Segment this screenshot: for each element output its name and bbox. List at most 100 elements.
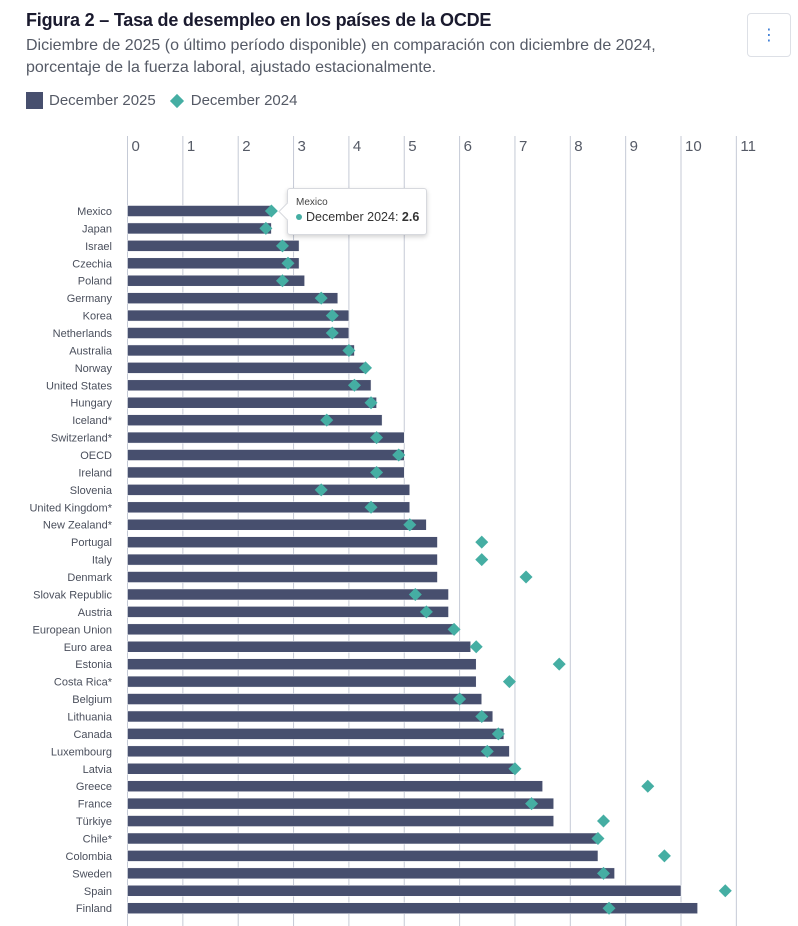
bar-december-2025[interactable] (127, 850, 599, 862)
bar-december-2025[interactable] (127, 641, 471, 653)
bar-december-2025[interactable] (127, 240, 300, 252)
marker-december-2024[interactable] (641, 779, 655, 793)
bar-december-2025[interactable] (127, 274, 305, 287)
bar-december-2025[interactable] (127, 658, 477, 670)
marker-december-2024[interactable] (281, 256, 295, 270)
bar-december-2025[interactable] (127, 484, 411, 496)
bar-december-2025[interactable] (127, 431, 405, 444)
category-label: Mexico (77, 206, 112, 218)
marker-december-2024[interactable] (347, 378, 361, 392)
bar-december-2025[interactable] (127, 414, 383, 426)
marker-december-2024[interactable] (275, 239, 289, 253)
marker-december-2024[interactable] (508, 762, 522, 776)
bar-december-2025[interactable] (127, 710, 494, 723)
marker-december-2024[interactable] (370, 431, 384, 445)
tooltip-separator: : (394, 210, 402, 224)
marker-december-2024[interactable] (275, 274, 289, 288)
marker-december-2024[interactable] (718, 884, 732, 898)
marker-december-2024[interactable] (392, 448, 406, 462)
bar-december-2025[interactable] (127, 902, 698, 914)
bar-december-2025[interactable] (127, 536, 438, 548)
marker-december-2024[interactable] (657, 849, 671, 863)
marker-december-2024[interactable] (502, 675, 516, 689)
marker-december-2024[interactable] (552, 657, 566, 671)
bar-december-2025[interactable] (127, 553, 438, 566)
marker-december-2024[interactable] (475, 709, 489, 723)
legend-item-december-2024[interactable]: December 2024 (168, 92, 297, 109)
marker-december-2024[interactable] (591, 831, 605, 845)
category-label: Greece (76, 781, 112, 793)
marker-december-2024[interactable] (447, 622, 461, 636)
marker-december-2024[interactable] (475, 535, 489, 549)
bar-december-2025[interactable] (127, 763, 516, 775)
bar-december-2025[interactable] (127, 693, 482, 705)
bar-december-2025[interactable] (127, 623, 455, 636)
bar-december-2025[interactable] (127, 362, 366, 374)
marker-december-2024[interactable] (597, 866, 611, 880)
bar-december-2025[interactable] (127, 327, 350, 339)
bar-december-2025[interactable] (127, 675, 477, 688)
bar-december-2025[interactable] (127, 588, 449, 601)
marker-december-2024[interactable] (314, 291, 328, 305)
bar-december-2025[interactable] (127, 466, 405, 479)
marker-december-2024[interactable] (320, 413, 334, 427)
bar-december-2025[interactable] (127, 518, 427, 531)
x-tick-label: 0 (132, 138, 140, 155)
bar-december-2025[interactable] (127, 205, 272, 217)
marker-december-2024[interactable] (469, 640, 483, 654)
series-december-2025 (127, 205, 698, 914)
marker-december-2024[interactable] (314, 483, 328, 497)
bar-december-2025[interactable] (127, 885, 682, 897)
bar-december-2025[interactable] (127, 501, 411, 514)
bar-december-2025[interactable] (127, 344, 355, 357)
marker-december-2024[interactable] (264, 204, 278, 218)
category-label: Costa Rica* (54, 677, 113, 689)
marker-december-2024[interactable] (325, 326, 339, 340)
category-label: Belgium (72, 694, 112, 706)
marker-december-2024[interactable] (475, 553, 489, 567)
bar-december-2025[interactable] (127, 867, 615, 880)
tooltip-line: December 2024: 2.6 (296, 209, 419, 225)
marker-december-2024[interactable] (419, 605, 433, 619)
bar-december-2025[interactable] (127, 815, 554, 827)
marker-december-2024[interactable] (480, 744, 494, 758)
x-axis-ticks: 0 1 2 3 4 5 6 7 8 9 10 11 (132, 138, 756, 155)
marker-december-2024[interactable] (597, 814, 611, 828)
marker-december-2024[interactable] (403, 518, 417, 532)
bar-december-2025[interactable] (127, 449, 405, 461)
marker-december-2024[interactable] (525, 797, 539, 811)
category-label: Luxembourg (51, 746, 112, 758)
bar-december-2025[interactable] (127, 728, 505, 740)
marker-december-2024[interactable] (259, 221, 273, 235)
bar-december-2025[interactable] (127, 309, 350, 322)
category-label: Japan (82, 223, 112, 235)
legend-item-december-2025[interactable]: December 2025 (26, 92, 156, 109)
bar-december-2025[interactable] (127, 257, 300, 270)
marker-december-2024[interactable] (364, 500, 378, 514)
x-tick-label: 6 (464, 138, 472, 155)
marker-december-2024[interactable] (370, 465, 384, 479)
marker-december-2024[interactable] (491, 727, 505, 741)
category-label: Latvia (83, 764, 113, 776)
marker-december-2024[interactable] (602, 901, 616, 915)
bar-december-2025[interactable] (127, 780, 543, 792)
chart-menu-button[interactable]: ⋮ (747, 13, 791, 57)
marker-december-2024[interactable] (408, 587, 422, 601)
legend-label: December 2025 (49, 92, 156, 109)
bar-december-2025[interactable] (127, 797, 554, 810)
bar-december-2025[interactable] (127, 222, 272, 235)
bar-december-2025[interactable] (127, 745, 510, 758)
bar-december-2025[interactable] (127, 832, 599, 845)
marker-december-2024[interactable] (325, 309, 339, 323)
category-label: Canada (73, 729, 112, 741)
bar-december-2025[interactable] (127, 292, 339, 304)
marker-december-2024[interactable] (519, 570, 533, 584)
marker-december-2024[interactable] (342, 343, 356, 357)
marker-december-2024[interactable] (359, 361, 373, 375)
bar-december-2025[interactable] (127, 571, 438, 583)
bar-december-2025[interactable] (127, 396, 377, 409)
marker-december-2024[interactable] (364, 396, 378, 410)
bar-december-2025[interactable] (127, 606, 449, 618)
bar-december-2025[interactable] (127, 379, 372, 392)
marker-december-2024[interactable] (453, 692, 467, 706)
